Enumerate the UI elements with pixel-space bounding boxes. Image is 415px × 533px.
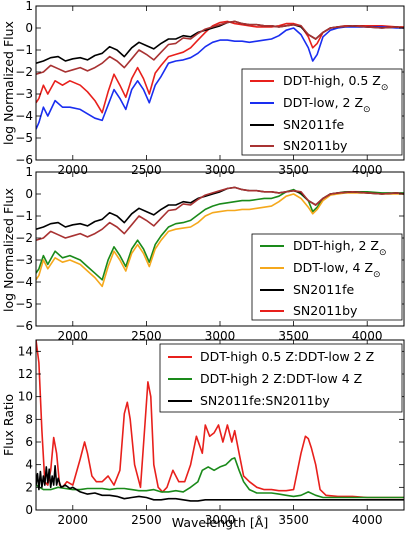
panel-top-ylabel: log Normalized Flux — [1, 21, 16, 145]
y-tick-label: 4 — [25, 458, 33, 472]
series-line-sn2011by — [36, 186, 404, 241]
series-line-ddt-low-2-z — [36, 26, 404, 130]
panel-middle-legend: DDT-high, 2 Z⊙ DDT-low, 4 Z⊙ SN2011fe SN… — [251, 233, 403, 321]
x-tick-label: 3000 — [205, 163, 236, 177]
x-tick-label: 2500 — [131, 163, 162, 177]
legend-box — [159, 343, 403, 413]
y-tick-label: 12 — [18, 367, 33, 381]
x-tick-label: 3500 — [278, 163, 309, 177]
y-tick-label: −4 — [15, 275, 33, 289]
legend-box — [241, 68, 403, 156]
y-tick-label: 0 — [25, 21, 33, 35]
legend-box — [251, 233, 403, 321]
x-tick-label: 2000 — [58, 513, 89, 527]
x-tick-label: 2500 — [131, 513, 162, 527]
y-tick-label: −4 — [15, 109, 33, 123]
legend-label-ddt-high-05: DDT-high, 0.5 Z⊙ — [283, 73, 388, 93]
y-tick-label: −6 — [15, 319, 33, 333]
panel-top: −6 −5 −4 −3 −2 −1 0 1 2000 2500 3000 3500 4000 log N… — [1, 0, 405, 177]
y-tick-label: −2 — [15, 65, 33, 79]
panel-bottom-series — [36, 340, 404, 502]
panel-middle-ylabel: log Normalized Flux — [1, 188, 16, 312]
y-tick-label: 0 — [25, 503, 33, 517]
y-tick-label: −5 — [15, 297, 33, 311]
panel-bottom-xlabel: Wavelength [Å] — [172, 515, 268, 530]
series-line-ddt-high-2-z-ddt-low-4-z — [36, 457, 404, 499]
series-line-ddt-high-0-5-z-ddt-low-2-z — [36, 340, 404, 499]
panel-middle: −6 −5 −4 −3 −2 −1 0 1 2000 2500 3000 3500 4000 log N… — [1, 165, 405, 343]
y-tick-label: −3 — [15, 87, 33, 101]
y-tick-label: −1 — [15, 43, 33, 57]
panel-bottom-ylabel: Flux Ratio — [1, 394, 16, 456]
y-tick-label: −5 — [15, 131, 33, 145]
y-tick-label: 8 — [25, 412, 33, 426]
legend-label-ddt-low-2: DDT-low, 2 Z⊙ — [283, 95, 371, 115]
panel-top-series — [36, 20, 404, 130]
y-tick-label: 2 — [25, 480, 33, 494]
legend-label-ddt-high-2: DDT-high, 2 Z⊙ — [293, 238, 386, 258]
legend-label-ddt-low-4: DDT-low, 4 Z⊙ — [293, 260, 381, 280]
panel-bottom: 0 2 4 6 8 10 12 14 2000 2500 3000 3500 4000 Flux Rat… — [1, 339, 405, 530]
y-tick-label: −3 — [15, 253, 33, 267]
x-tick-label: 4000 — [352, 163, 383, 177]
x-tick-label: 3500 — [278, 513, 309, 527]
y-tick-label: 6 — [25, 435, 33, 449]
legend-label-sn2011fe: SN2011fe — [293, 282, 354, 297]
y-tick-label: −1 — [15, 209, 33, 223]
panel-bottom-legend: DDT-high 0.5 Z:DDT-low 2 Z DDT-high 2 Z:… — [159, 343, 403, 413]
legend-label-sn2011by: SN2011by — [283, 138, 348, 153]
y-tick-label: 1 — [25, 0, 33, 13]
series-line-ddt-low-4-z — [36, 192, 404, 288]
legend-label-ratio-1: DDT-high 0.5 Z:DDT-low 2 Z — [200, 349, 374, 364]
series-line-sn2011by — [36, 20, 404, 75]
panel-top-legend: DDT-high, 0.5 Z⊙ DDT-low, 2 Z⊙ SN2011fe … — [241, 68, 403, 156]
y-tick-label: −2 — [15, 231, 33, 245]
x-tick-label: 4000 — [352, 513, 383, 527]
panel-middle-series — [36, 186, 404, 288]
panel-top-ticks: −6 −5 −4 −3 −2 −1 0 1 2000 2500 3000 3500 4000 — [15, 0, 404, 177]
y-tick-label: 10 — [18, 390, 33, 404]
y-tick-label: 14 — [18, 344, 33, 358]
legend-label-sn2011fe: SN2011fe — [283, 117, 344, 132]
y-tick-label: 1 — [25, 165, 33, 179]
series-line-sn2011fe-sn2011by — [36, 464, 404, 502]
x-tick-label: 2000 — [58, 163, 89, 177]
y-tick-label: −6 — [15, 153, 33, 167]
legend-label-ratio-3: SN2011fe:SN2011by — [200, 393, 330, 408]
panel-bottom-ticks: 0 2 4 6 8 10 12 14 2000 2500 3000 3500 4000 — [18, 340, 404, 527]
x-tick-label: 3000 — [205, 513, 236, 527]
series-line-ddt-high-0-5-z — [36, 20, 404, 114]
legend-label-sn2011by: SN2011by — [293, 303, 358, 318]
legend-label-ratio-2: DDT-high 2 Z:DDT-low 4 Z — [200, 371, 362, 386]
series-line-ddt-high-2-z — [36, 188, 404, 281]
y-tick-label: 0 — [25, 187, 33, 201]
